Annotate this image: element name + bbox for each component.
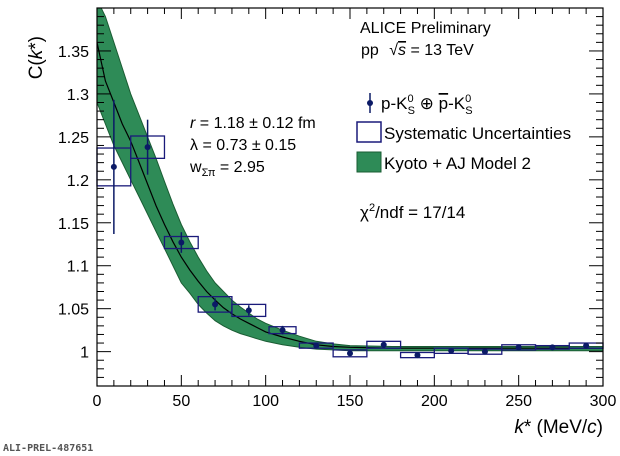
y-axis-title-c: C(: [26, 59, 47, 80]
legend-syst-box: [356, 121, 382, 143]
legend-syst-label: Systematic Uncertainties: [384, 124, 571, 143]
x-tick-label: 200: [421, 393, 448, 410]
data-point-layer: [110, 99, 590, 359]
y-tick-label: 1: [80, 345, 89, 362]
chi2-label: χ2/ndf = 17/14: [360, 202, 465, 222]
y-tick-label: 1.35: [58, 44, 89, 61]
plot-frame: [96, 7, 604, 387]
legend-data-label: p-K0 S ⊕ p-K0 S: [381, 93, 473, 117]
y-axis-title: C(k*): [26, 36, 47, 79]
data-point: [313, 342, 320, 349]
y-tick-label: 1.2: [67, 173, 89, 190]
x-axis-title-close: ): [597, 417, 603, 438]
legend: p-K0 S ⊕ p-K0 S Systematic Uncertainties K…: [356, 93, 571, 173]
x-axis-title: k* (MeV/c): [514, 417, 603, 438]
y-tick-label: 1.1: [67, 259, 89, 276]
data-point: [212, 301, 219, 308]
x-tick-label: 300: [590, 393, 617, 410]
data-point: [110, 163, 117, 170]
fit-param-weight: wΣπ = 2.95: [189, 159, 265, 179]
model-line-layer: [97, 42, 603, 349]
header-energy-value: = 13 TeV: [406, 42, 474, 59]
fit-param-lambda: λ = 0.73 ± 0.15: [190, 137, 296, 154]
data-point: [414, 352, 421, 359]
legend-entry-data: p-K0 S ⊕ p-K0 S: [367, 93, 473, 117]
header-energy-pp: pp: [361, 42, 379, 59]
model-band: [97, 8, 603, 352]
x-tick-label: 150: [337, 393, 364, 410]
legend-band-swatch: [356, 151, 382, 173]
fit-parameters: r = 1.18 ± 0.12 fm λ = 0.73 ± 0.15 wΣπ =…: [189, 115, 316, 179]
fit-param-radius: r = 1.18 ± 0.12 fm: [190, 115, 316, 132]
axes: [96, 7, 604, 387]
systematic-box: [366, 340, 402, 349]
data-point: [245, 307, 252, 314]
header-energy: pp √s = 13 TeV: [361, 42, 474, 59]
legend-entry-systematics: Systematic Uncertainties: [356, 121, 571, 143]
tick-labels: 0 50 100 150 200 250 300 1 1.05 1.1 1.15 1.2 1.25 1.3…: [58, 44, 617, 410]
data-point: [448, 347, 455, 354]
data-point: [178, 239, 185, 246]
data-point: [380, 341, 387, 348]
x-tick-label: 250: [505, 393, 532, 410]
legend-entry-model: Kyoto + AJ Model 2: [356, 151, 531, 173]
model-band-layer: [97, 8, 603, 352]
header-energy-s: s: [398, 42, 406, 59]
y-axis-title-k: k: [26, 48, 47, 59]
y-tick-label: 1.25: [58, 130, 89, 147]
data-point: [481, 348, 488, 355]
y-tick-label: 1.15: [58, 216, 89, 233]
y-tick-label: 1.3: [67, 87, 89, 104]
systematic-box: [332, 349, 368, 358]
data-point: [583, 342, 590, 349]
header-title: ALICE Preliminary: [360, 20, 491, 37]
legend-data-marker: [367, 100, 373, 106]
x-axis-title-k: k: [514, 417, 525, 438]
header-energy-sqrt: √: [389, 42, 398, 59]
data-point: [279, 327, 286, 334]
figure-id: ALI-PREL-487651: [3, 443, 93, 454]
x-tick-label: 0: [93, 393, 102, 410]
data-point: [347, 350, 353, 357]
x-tick-label: 50: [172, 393, 190, 410]
x-tick-label: 100: [252, 393, 279, 410]
data-point: [144, 144, 151, 151]
legend-band-label: Kyoto + AJ Model 2: [384, 154, 531, 173]
y-axis-title-end: *): [26, 36, 47, 50]
systematic-box: [231, 303, 267, 318]
data-point: [549, 344, 556, 351]
x-axis-title-c: c: [587, 417, 597, 438]
y-tick-label: 1.05: [58, 302, 89, 319]
data-point: [515, 344, 522, 351]
x-axis-title-rest: * (MeV/: [524, 417, 588, 438]
model-center-line: [97, 42, 603, 349]
